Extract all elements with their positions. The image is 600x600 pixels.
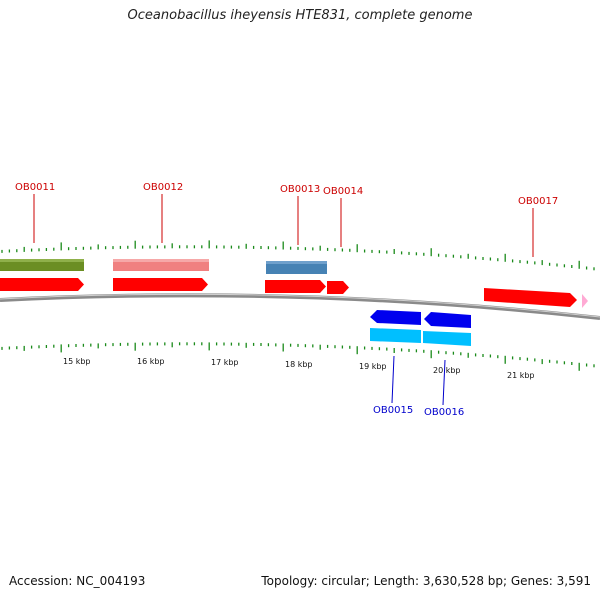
reverse-genes [370, 310, 471, 328]
scale-labels: 15 kbp 16 kbp 17 kbp 18 kbp 19 kbp 20 kb… [63, 357, 535, 380]
label-OB0011[interactable]: OB0011 [15, 182, 55, 193]
genome-stats-label: Topology: circular; Length: 3,630,528 bp… [261, 574, 591, 588]
inner-ticks [1, 342, 595, 371]
label-OB0015[interactable]: OB0015 [373, 405, 413, 416]
label-OB0012[interactable]: OB0012 [143, 182, 183, 193]
gene-OB0013-cog-bar-highlight [266, 261, 327, 264]
gene-labels: OB0011 OB0012 OB0013 OB0014 OB0015 OB001… [15, 182, 558, 418]
genome-backbone-highlight [0, 293, 600, 318]
scale-label-15kbp: 15 kbp [63, 357, 91, 366]
forward-genes [0, 278, 588, 308]
label-OB0013[interactable]: OB0013 [280, 184, 320, 195]
scale-label-18kbp: 18 kbp [285, 360, 313, 369]
gene-OB0011-cog-bar-highlight [0, 259, 84, 262]
gene-OB0013-arrow[interactable] [265, 280, 326, 293]
scale-label-16kbp: 16 kbp [137, 357, 165, 366]
gene-partial-arrow[interactable] [582, 294, 588, 308]
gene-OB0015-cog-bar[interactable] [370, 328, 421, 343]
label-OB0014[interactable]: OB0014 [323, 186, 363, 197]
gene-OB0012-cog-bar-highlight [113, 259, 209, 262]
gene-OB0014-arrow[interactable] [327, 281, 349, 294]
scale-label-17kbp: 17 kbp [211, 358, 239, 367]
cog-bars-forward [0, 259, 327, 274]
label-OB0017[interactable]: OB0017 [518, 196, 558, 207]
outer-ticks [1, 240, 595, 271]
map-title: Oceanobacillus iheyensis HTE831, complet… [127, 8, 473, 23]
gene-OB0015-arrow[interactable] [370, 310, 421, 325]
scale-label-20kbp: 20 kbp [433, 366, 461, 375]
leader-OB0016 [442, 359, 446, 406]
scale-label-19kbp: 19 kbp [359, 362, 387, 371]
gene-OB0017-arrow[interactable] [484, 288, 577, 307]
accession-label: Accession: NC_004193 [9, 574, 146, 588]
gene-OB0012-arrow[interactable] [113, 278, 208, 291]
label-leaders [33, 194, 534, 406]
label-OB0016[interactable]: OB0016 [424, 407, 464, 418]
scale-label-21kbp: 21 kbp [507, 371, 535, 380]
genome-backbone [0, 293, 600, 320]
cog-bars-reverse [370, 328, 471, 346]
gene-OB0016-arrow[interactable] [424, 312, 471, 328]
gene-OB0011-arrow[interactable] [0, 278, 84, 291]
leader-OB0015 [391, 355, 395, 404]
gene-OB0013-cog-bar[interactable] [266, 261, 327, 274]
gene-OB0016-cog-bar[interactable] [423, 331, 471, 346]
